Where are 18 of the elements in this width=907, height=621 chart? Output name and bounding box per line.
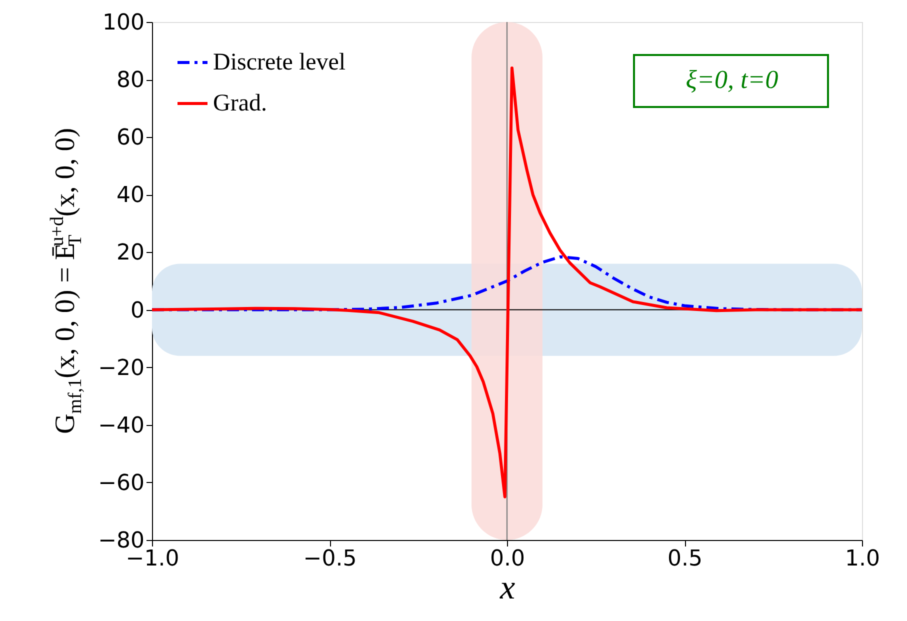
x-tick-label: 1.0 bbox=[845, 546, 880, 572]
y-tick-label: −60 bbox=[98, 470, 144, 496]
y-tick-label: 60 bbox=[116, 126, 144, 151]
y-tick-label: −40 bbox=[98, 413, 144, 438]
x-tick-label: 0.0 bbox=[490, 546, 525, 572]
y-tick-label: 0 bbox=[130, 298, 144, 324]
y-tick-label: 100 bbox=[102, 10, 144, 36]
y-tick-label: 80 bbox=[116, 68, 144, 94]
legend-label: Grad. bbox=[213, 90, 267, 116]
y-axis-title: Gmf,1(x, 0, 0) = ĒTu+d(x, 0, 0) bbox=[47, 128, 86, 434]
x-axis-title: x bbox=[498, 570, 516, 606]
y-tick-label: 40 bbox=[116, 183, 144, 208]
x-tick-label: −0.5 bbox=[303, 546, 357, 572]
y-tick-label: 20 bbox=[116, 240, 144, 266]
x-tick-label: 0.5 bbox=[668, 546, 702, 572]
legend-label: Discrete level bbox=[213, 50, 346, 76]
annotation: ξ=0, t=0 bbox=[686, 65, 778, 94]
y-tick-label: −20 bbox=[98, 356, 144, 381]
